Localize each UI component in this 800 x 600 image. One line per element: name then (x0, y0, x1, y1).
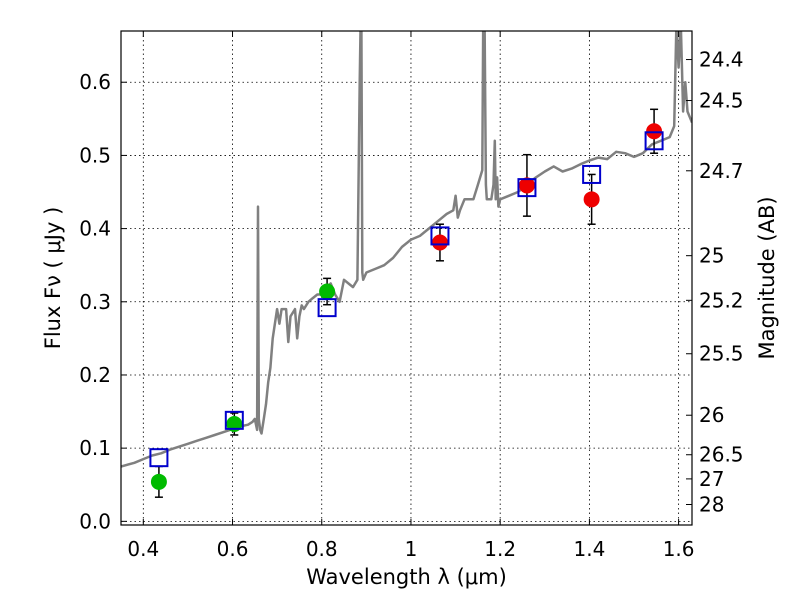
y-tick-label-4: 0.4 (79, 217, 111, 241)
model-square-1 (224, 410, 244, 430)
data-point-nir-1 (518, 177, 535, 194)
y-tick-label-0: 0.0 (79, 509, 111, 533)
right-tick-label-9: 28 (699, 493, 724, 517)
model-square-5 (582, 164, 602, 184)
plot-area (121, 31, 692, 525)
data-layer (121, 31, 692, 498)
right-axis-label: Magnitude (AB) (755, 196, 779, 359)
model-square-3 (430, 226, 450, 246)
right-tick-label-7: 26.5 (699, 443, 744, 467)
data-point-nir-2 (583, 191, 600, 208)
right-tick-label-0: 24.4 (699, 48, 744, 72)
plot-frame (120, 30, 693, 526)
model-square-6 (644, 131, 664, 151)
model-square-4 (517, 178, 537, 198)
x-tick-label-4: 1.2 (484, 537, 516, 561)
x-tick-label-3: 1 (405, 537, 418, 561)
x-tick-label-1: 0.6 (217, 537, 249, 561)
x-axis-label: Wavelength λ (μm) (306, 565, 507, 589)
model-square-2 (317, 298, 337, 318)
y-tick-label-2: 0.2 (79, 363, 111, 387)
y-axis-label: Flux Fν ( μJy ) (41, 207, 65, 350)
data-point-optical-0 (150, 473, 167, 490)
x-tick-label-0: 0.4 (127, 537, 159, 561)
x-tick-label-6: 1.6 (663, 537, 695, 561)
right-tick-label-4: 25.2 (699, 288, 744, 312)
x-tick-label-5: 1.4 (573, 537, 605, 561)
y-tick-label-6: 0.6 (79, 70, 111, 94)
right-tick-label-3: 25 (699, 244, 724, 268)
data-point-optical-2 (319, 283, 336, 300)
right-tick-label-6: 26 (699, 403, 724, 427)
model-square-0 (149, 448, 169, 468)
right-tick-label-5: 25.5 (699, 342, 744, 366)
data-point-nir-0 (431, 234, 448, 251)
y-tick-label-1: 0.1 (79, 436, 111, 460)
x-tick-label-2: 0.8 (306, 537, 338, 561)
data-point-nir-3 (646, 123, 663, 140)
right-tick-label-1: 24.5 (699, 89, 744, 113)
spectrum-line (121, 31, 692, 468)
right-tick-label-2: 24.7 (699, 159, 744, 183)
y-tick-label-5: 0.5 (79, 143, 111, 167)
y-tick-label-3: 0.3 (79, 290, 111, 314)
right-tick-label-8: 27 (699, 467, 724, 491)
